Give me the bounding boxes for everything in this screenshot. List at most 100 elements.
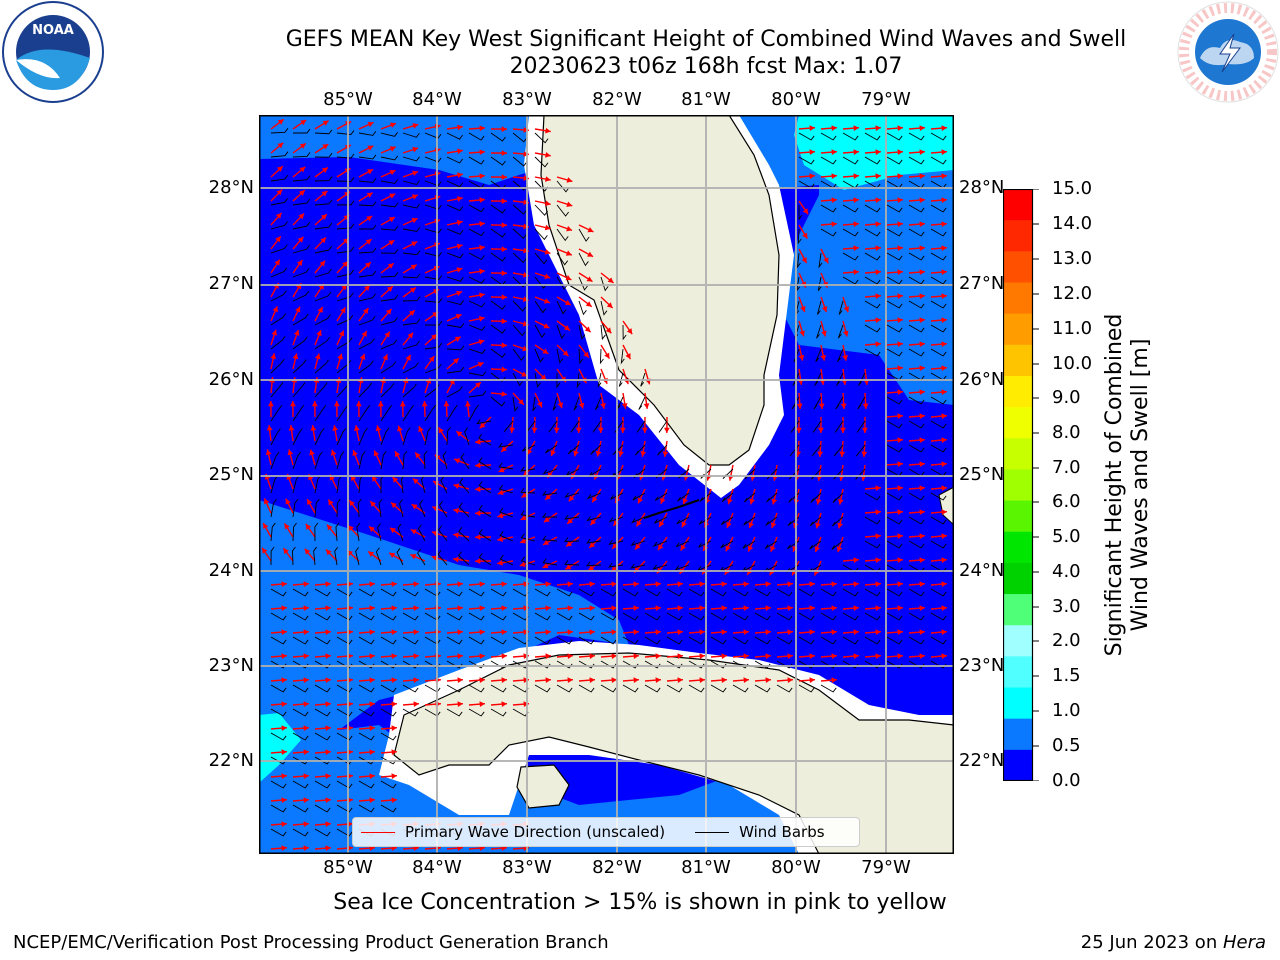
wave-arrow-head	[595, 450, 602, 457]
lon-label: 81°W	[681, 89, 731, 110]
wind-barb	[633, 468, 646, 478]
wave-arrow-head	[941, 557, 947, 564]
wind-barb	[908, 228, 925, 237]
wave-arrow-head	[633, 677, 639, 684]
wind-barb	[458, 527, 470, 542]
lat-label: 24°N	[959, 560, 1005, 581]
colorbar-swatch	[1003, 656, 1033, 689]
lat-label: 28°N	[959, 177, 1005, 198]
wave-arrow-head	[303, 581, 309, 588]
wave-arrow-head	[853, 173, 859, 180]
wind-barb	[468, 371, 487, 377]
wave-arrow-head	[941, 125, 947, 132]
wind-barb	[380, 780, 397, 789]
wind-barb	[930, 444, 947, 453]
wave-arrow-head	[817, 451, 824, 457]
wave-arrow-head	[298, 213, 305, 220]
wave-arrow-head	[322, 144, 329, 150]
wind-barb	[666, 588, 683, 597]
wave-arrow-head	[853, 245, 859, 252]
wave-arrow-head	[281, 581, 287, 588]
wind-barb	[856, 420, 866, 433]
wave-arrow-head	[677, 605, 683, 612]
wave-arrow-head	[747, 545, 754, 552]
wind-barb	[336, 292, 354, 302]
wind-barb	[458, 551, 470, 566]
wind-barb	[556, 348, 564, 364]
wind-barb	[776, 684, 793, 693]
wind-barb	[833, 444, 844, 457]
wind-barb	[314, 428, 325, 446]
wave-arrow-head	[815, 522, 821, 529]
wave-arrow-head	[438, 427, 444, 434]
colorbar-tick-label: 5.0	[1052, 526, 1081, 547]
wave-arrow-head	[568, 495, 575, 502]
wind-barb	[402, 708, 419, 717]
wind-barb	[597, 372, 602, 387]
wave-arrow-head	[369, 725, 375, 732]
wind-barb	[358, 201, 377, 207]
wave-arrow-head	[391, 653, 397, 660]
wind-barb	[622, 324, 627, 341]
wind-barb	[490, 372, 506, 383]
wave-arrow-head	[564, 299, 571, 305]
wind-barb	[380, 202, 399, 208]
wind-barb	[542, 468, 558, 475]
wind-barb	[512, 252, 527, 264]
wind-barb	[358, 270, 377, 278]
wave-arrow-head	[919, 581, 925, 588]
wind-barb	[314, 708, 331, 717]
wave-arrow-head	[310, 425, 317, 431]
wind-barb	[666, 684, 683, 693]
wind-barb	[600, 588, 617, 597]
wave-arrow-head	[298, 190, 305, 196]
colorbar-tick-label: 7.0	[1052, 457, 1081, 478]
wave-arrow-head	[655, 605, 661, 612]
wind-barb	[908, 540, 925, 549]
wave-arrow-head	[725, 545, 731, 552]
wind-barb	[542, 535, 558, 542]
wave-arrow-head	[453, 508, 460, 514]
wind-barb	[820, 636, 837, 645]
wave-arrow-head	[853, 269, 859, 276]
wind-barb	[402, 132, 420, 138]
wind-barb	[355, 547, 360, 566]
wave-arrow-head	[809, 653, 815, 660]
wave-arrow-head	[842, 330, 849, 337]
wind-barb	[478, 505, 492, 518]
wind-barb	[358, 315, 376, 326]
wave-arrow-head	[325, 797, 331, 804]
wave-arrow-head	[456, 290, 463, 297]
wind-barb	[838, 300, 844, 315]
lat-label: 28°N	[208, 177, 254, 198]
wave-arrow-head	[770, 522, 777, 529]
colorbar-tick-label: 15.0	[1052, 178, 1093, 199]
wind-barb	[270, 267, 288, 278]
wind-barb	[776, 588, 793, 597]
wave-arrow-head	[421, 401, 428, 407]
wave-arrow-head	[875, 221, 881, 228]
wave-arrow-head	[501, 629, 507, 636]
wind-barb	[380, 732, 397, 741]
lon-label: 82°W	[592, 89, 642, 110]
wind-barb	[402, 273, 421, 279]
wind-barb	[644, 684, 661, 693]
wave-arrow-head	[875, 245, 881, 252]
wind-barb	[270, 428, 281, 446]
wind-barb	[336, 588, 353, 597]
wave-arrow-head	[523, 271, 529, 278]
wind-barb	[600, 300, 608, 316]
wave-arrow-head	[330, 449, 337, 456]
wind-barb	[446, 708, 463, 717]
wave-arrow-head	[875, 557, 881, 564]
wave-arrow-head	[897, 461, 903, 468]
lon-label: 80°W	[771, 857, 821, 878]
wave-arrow-head	[340, 307, 346, 314]
wave-arrow-head	[861, 451, 868, 457]
wave-arrow-head	[589, 605, 595, 612]
wind-barb	[446, 426, 451, 446]
wave-arrow-head	[611, 677, 617, 684]
wind-barb	[813, 396, 822, 410]
wind-barb	[512, 372, 523, 387]
wind-barb	[468, 300, 486, 308]
